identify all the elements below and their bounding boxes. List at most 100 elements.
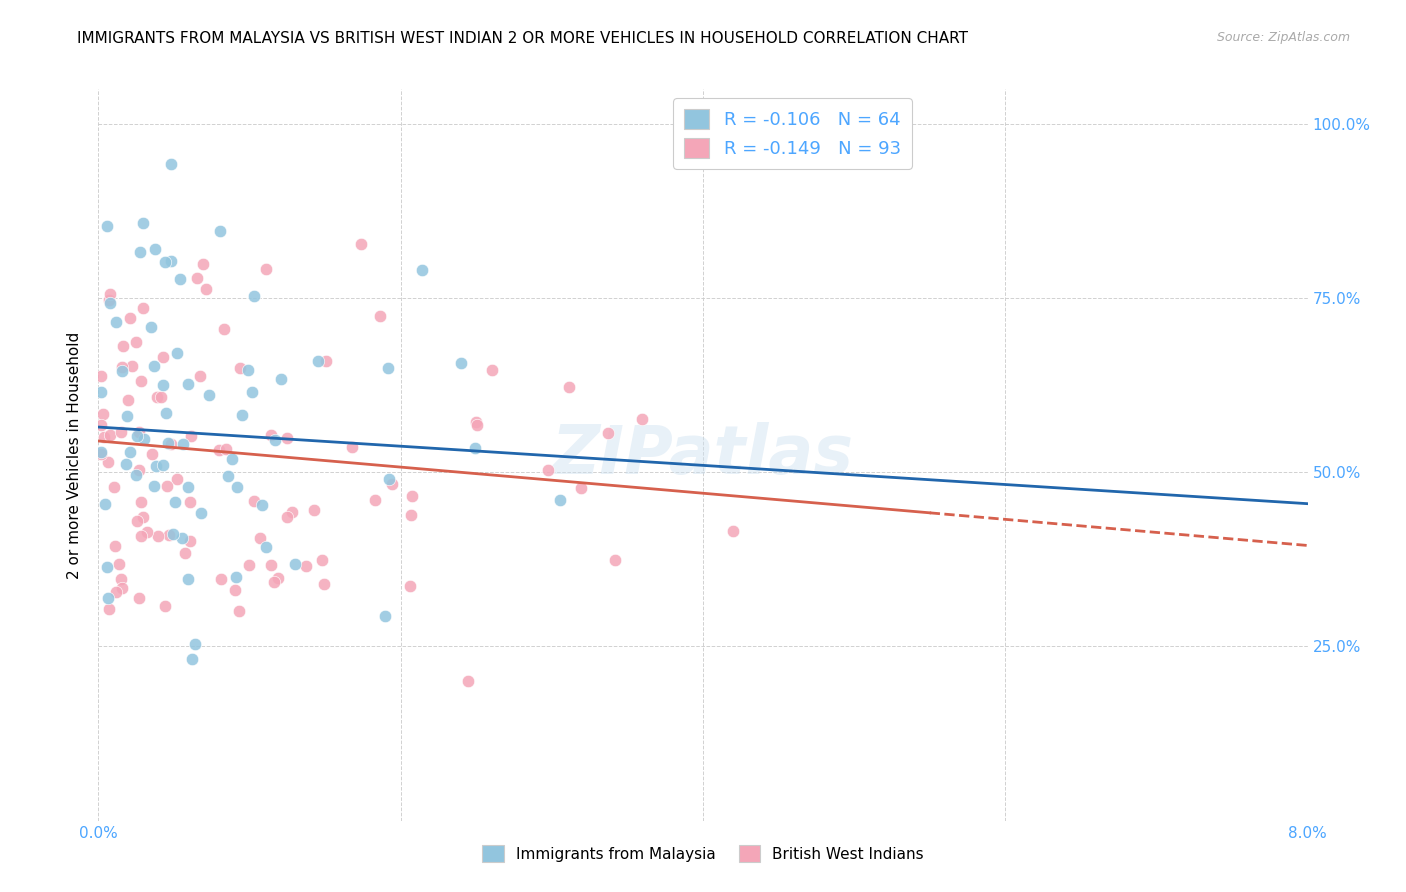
Point	[145, 390, 167, 404]
Point	[457, 673, 479, 688]
Point	[295, 558, 318, 573]
Point	[143, 243, 166, 257]
Point	[103, 480, 125, 494]
Point	[156, 479, 179, 493]
Point	[236, 362, 259, 376]
Y-axis label: 2 or more Vehicles in Household: 2 or more Vehicles in Household	[67, 331, 83, 579]
Point	[117, 393, 139, 408]
Point	[132, 301, 155, 315]
Point	[377, 360, 399, 375]
Point	[224, 583, 246, 598]
Point	[315, 353, 337, 368]
Point	[267, 571, 290, 585]
Point	[97, 293, 120, 307]
Point	[172, 531, 194, 545]
Point	[145, 459, 167, 474]
Point	[450, 356, 472, 370]
Point	[179, 534, 201, 549]
Point	[209, 224, 232, 238]
Point	[128, 245, 150, 260]
Point	[183, 637, 205, 651]
Point	[190, 506, 212, 520]
Point	[96, 560, 118, 574]
Point	[231, 408, 253, 422]
Text: Source: ZipAtlas.com: Source: ZipAtlas.com	[1216, 31, 1350, 45]
Point	[162, 527, 184, 541]
Point	[96, 455, 118, 469]
Point	[157, 527, 180, 541]
Point	[90, 447, 112, 461]
Point	[214, 442, 236, 456]
Point	[104, 539, 127, 553]
Point	[98, 602, 121, 616]
Point	[132, 216, 155, 230]
Point	[110, 425, 132, 439]
Point	[401, 489, 423, 503]
Point	[631, 411, 654, 425]
Text: IMMIGRANTS FROM MALAYSIA VS BRITISH WEST INDIAN 2 OR MORE VEHICLES IN HOUSEHOLD : IMMIGRANTS FROM MALAYSIA VS BRITISH WEST…	[77, 31, 969, 46]
Point	[381, 477, 404, 491]
Point	[350, 237, 373, 252]
Point	[98, 295, 121, 310]
Point	[177, 572, 200, 586]
Point	[111, 359, 134, 374]
Point	[411, 262, 433, 277]
Point	[108, 557, 131, 571]
Point	[160, 157, 183, 171]
Point	[190, 368, 212, 383]
Point	[228, 604, 250, 618]
Point	[181, 651, 204, 665]
Legend: Immigrants from Malaysia, British West Indians: Immigrants from Malaysia, British West I…	[477, 839, 929, 868]
Point	[264, 433, 287, 447]
Point	[177, 480, 200, 494]
Point	[127, 514, 149, 528]
Point	[91, 408, 114, 422]
Point	[240, 385, 263, 400]
Point	[117, 409, 139, 423]
Point	[276, 431, 298, 445]
Point	[97, 591, 120, 605]
Point	[166, 345, 188, 359]
Point	[260, 428, 283, 442]
Point	[127, 429, 149, 443]
Point	[104, 585, 127, 599]
Point	[121, 359, 143, 374]
Point	[304, 502, 326, 516]
Point	[98, 427, 121, 442]
Point	[132, 432, 155, 446]
Point	[284, 557, 307, 571]
Point	[142, 359, 165, 373]
Point	[311, 553, 333, 567]
Point	[155, 599, 177, 613]
Point	[160, 254, 183, 268]
Point	[152, 351, 174, 365]
Point	[249, 531, 271, 545]
Point	[90, 384, 112, 399]
Point	[129, 495, 152, 509]
Point	[90, 369, 112, 384]
Point	[111, 364, 134, 378]
Point	[212, 322, 235, 336]
Point	[242, 494, 264, 508]
Point	[276, 509, 298, 524]
Point	[217, 468, 239, 483]
Point	[225, 570, 247, 584]
Point	[136, 524, 159, 539]
Point	[259, 558, 281, 572]
Point	[467, 417, 489, 432]
Point	[314, 577, 336, 591]
Point	[94, 497, 117, 511]
Point	[229, 361, 252, 376]
Point	[128, 425, 150, 439]
Point	[93, 430, 115, 444]
Point	[263, 574, 285, 589]
Point	[226, 480, 249, 494]
Point	[254, 540, 277, 554]
Point	[115, 458, 138, 472]
Point	[128, 591, 150, 605]
Point	[169, 271, 191, 285]
Point	[177, 376, 200, 391]
Point	[198, 388, 221, 402]
Point	[195, 283, 218, 297]
Point	[152, 377, 174, 392]
